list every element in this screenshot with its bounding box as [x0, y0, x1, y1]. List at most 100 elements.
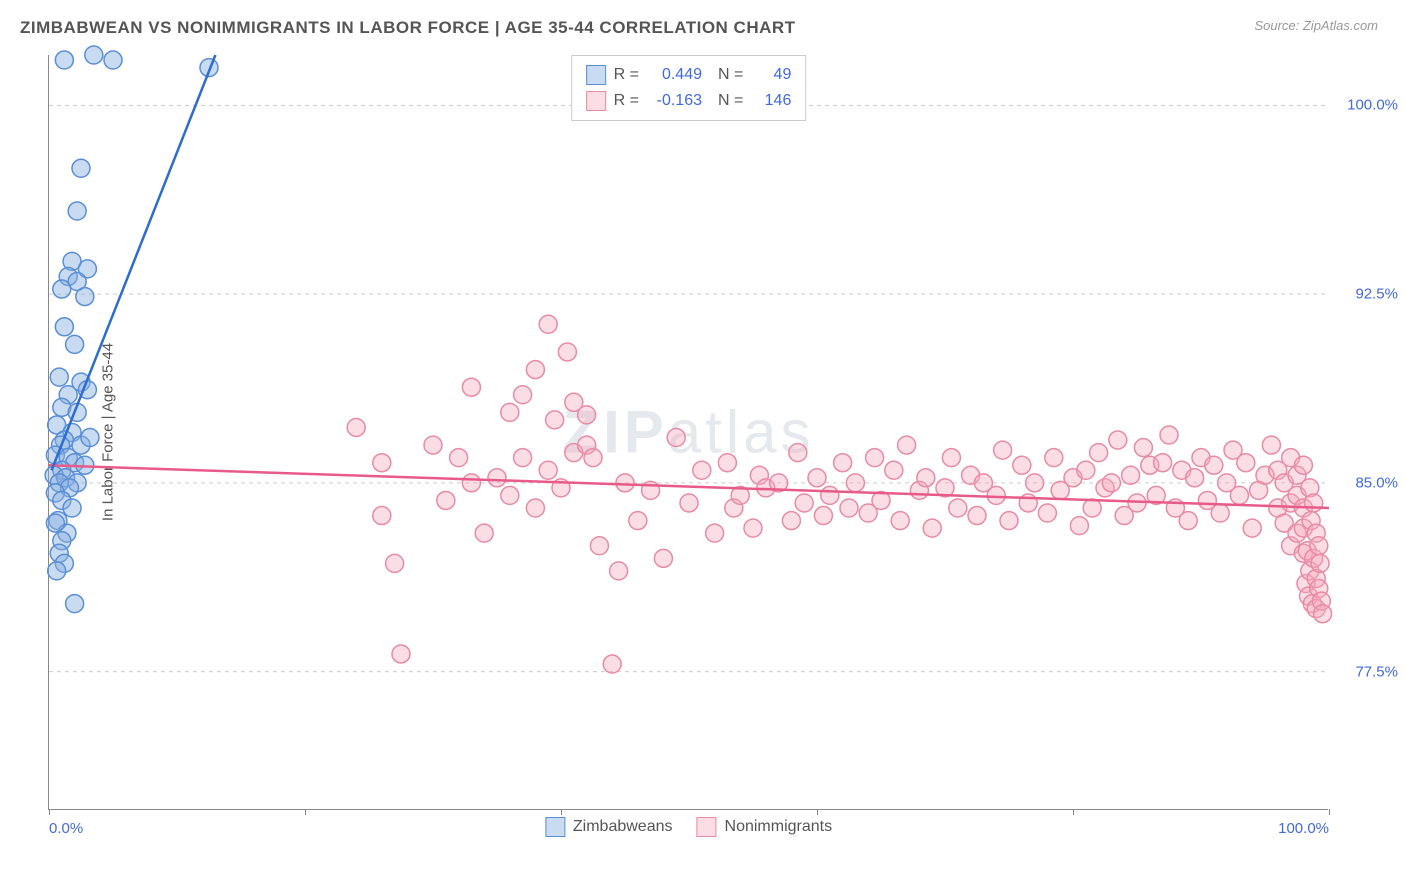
nonimmigrants-point [1310, 537, 1328, 555]
chart-title: ZIMBABWEAN VS NONIMMIGRANTS IN LABOR FOR… [20, 18, 796, 38]
nonimmigrants-point [578, 406, 596, 424]
nonimmigrants-point [462, 378, 480, 396]
zimbabweans-point [50, 368, 68, 386]
nonimmigrants-point [1186, 469, 1204, 487]
nonimmigrants-point [514, 386, 532, 404]
nonimmigrants-point [475, 524, 493, 542]
bottom-legend: Zimbabweans Nonimmigrants [545, 817, 832, 837]
nonimmigrants-point [584, 449, 602, 467]
x-tick-mark [1329, 809, 1330, 815]
nonimmigrants-point [1311, 554, 1329, 572]
zimbabweans-point [104, 51, 122, 69]
nonimmigrants-point [1026, 474, 1044, 492]
y-tick-label: 77.5% [1355, 663, 1398, 680]
zimbabweans-point [48, 562, 66, 580]
zimbabweans-point [66, 335, 84, 353]
nonimmigrants-point [526, 499, 544, 517]
source-label: Source: ZipAtlas.com [1254, 18, 1378, 33]
nonimmigrants-point [347, 418, 365, 436]
nonimmigrants-point [942, 449, 960, 467]
nonimmigrants-point [744, 519, 762, 537]
stats-n-value: 49 [751, 62, 791, 88]
nonimmigrants-point [590, 537, 608, 555]
nonimmigrants-point [1230, 486, 1248, 504]
nonimmigrants-point [923, 519, 941, 537]
legend-swatch [545, 817, 565, 837]
legend-item: Nonimmigrants [697, 817, 833, 837]
nonimmigrants-point [680, 494, 698, 512]
stats-row: R = -0.163 N = 146 [586, 88, 792, 114]
zimbabweans-point [81, 429, 99, 447]
x-tick-mark [49, 809, 50, 815]
nonimmigrants-point [1109, 431, 1127, 449]
nonimmigrants-point [501, 403, 519, 421]
nonimmigrants-point [373, 507, 391, 525]
nonimmigrants-point [514, 449, 532, 467]
nonimmigrants-point [1083, 499, 1101, 517]
zimbabweans-point [55, 318, 73, 336]
nonimmigrants-point [450, 449, 468, 467]
nonimmigrants-point [373, 454, 391, 472]
nonimmigrants-point [949, 499, 967, 517]
nonimmigrants-point [821, 486, 839, 504]
nonimmigrants-point [1000, 512, 1018, 530]
nonimmigrants-point [1294, 456, 1312, 474]
nonimmigrants-point [1038, 504, 1056, 522]
zimbabweans-point [76, 288, 94, 306]
nonimmigrants-point [1134, 439, 1152, 457]
legend-item: Zimbabweans [545, 817, 673, 837]
nonimmigrants-point [424, 436, 442, 454]
x-tick-mark [1073, 809, 1074, 815]
nonimmigrants-point [629, 512, 647, 530]
y-tick-label: 85.0% [1355, 474, 1398, 491]
stats-r-value: 0.449 [647, 62, 702, 88]
nonimmigrants-point [693, 461, 711, 479]
nonimmigrants-point [462, 474, 480, 492]
legend-label: Zimbabweans [573, 818, 673, 836]
legend-swatch [697, 817, 717, 837]
nonimmigrants-point [1154, 454, 1172, 472]
zimbabweans-point [66, 595, 84, 613]
nonimmigrants-point [1122, 466, 1140, 484]
nonimmigrants-point [846, 474, 864, 492]
nonimmigrants-point [1305, 494, 1323, 512]
nonimmigrants-point [610, 562, 628, 580]
nonimmigrants-point [994, 441, 1012, 459]
nonimmigrants-point [539, 461, 557, 479]
zimbabweans-point [55, 51, 73, 69]
y-tick-label: 92.5% [1355, 286, 1398, 303]
nonimmigrants-point [1070, 517, 1088, 535]
nonimmigrants-point [1179, 512, 1197, 530]
nonimmigrants-point [1077, 461, 1095, 479]
nonimmigrants-point [392, 645, 410, 663]
nonimmigrants-point [1045, 449, 1063, 467]
plot-area: In Labor Force | Age 35-44 ZIPatlas R = … [48, 55, 1328, 810]
nonimmigrants-point [885, 461, 903, 479]
y-tick-label: 100.0% [1347, 97, 1398, 114]
legend-label: Nonimmigrants [725, 818, 833, 836]
nonimmigrants-point [1205, 456, 1223, 474]
zimbabweans-point [72, 159, 90, 177]
nonimmigrants-point [616, 474, 634, 492]
stats-n-label: N = [718, 62, 743, 88]
nonimmigrants-point [834, 454, 852, 472]
nonimmigrants-point [1211, 504, 1229, 522]
nonimmigrants-point [1160, 426, 1178, 444]
nonimmigrants-point [1090, 444, 1108, 462]
nonimmigrants-point [917, 469, 935, 487]
stats-n-value: 146 [751, 88, 791, 114]
nonimmigrants-point [968, 507, 986, 525]
zimbabweans-point [53, 280, 71, 298]
stats-r-value: -0.163 [647, 88, 702, 114]
nonimmigrants-point [706, 524, 724, 542]
nonimmigrants-point [501, 486, 519, 504]
nonimmigrants-point [1262, 436, 1280, 454]
x-tick-mark [817, 809, 818, 815]
nonimmigrants-point [782, 512, 800, 530]
x-tick-label: 100.0% [1278, 820, 1329, 837]
nonimmigrants-point [866, 449, 884, 467]
nonimmigrants-point [558, 343, 576, 361]
nonimmigrants-point [603, 655, 621, 673]
nonimmigrants-point [667, 429, 685, 447]
nonimmigrants-point [526, 361, 544, 379]
